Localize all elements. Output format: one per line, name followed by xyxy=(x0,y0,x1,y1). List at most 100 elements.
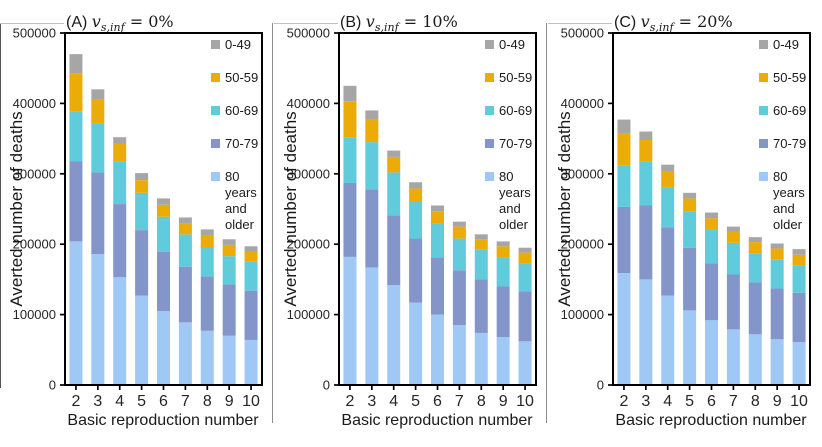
x-tick-label: 10 xyxy=(516,393,534,410)
y-tick-label: 300000 xyxy=(561,166,604,181)
title-part: v xyxy=(640,12,650,31)
bar-segment xyxy=(69,241,83,385)
x-tick-label: 3 xyxy=(641,393,650,410)
bar-segment xyxy=(770,248,784,260)
legend-swatch-icon xyxy=(759,73,768,82)
legend-label: 60-69 xyxy=(499,103,533,118)
legend-label: 50-59 xyxy=(499,70,533,85)
legend-label: 0-49 xyxy=(225,37,252,52)
legend-label: 70-79 xyxy=(499,136,533,151)
plot-area: 0 100000 200000 300000 400000 500000 2 3 4 5 6 7 8 9 1… xyxy=(13,26,263,410)
bar-segment xyxy=(683,310,697,385)
legend-swatch-icon xyxy=(759,139,768,148)
legend-item: 70-79 xyxy=(485,136,548,152)
legend-item: 80 years and older xyxy=(759,169,822,233)
panel-a: (A) vs,inf = 0% Averted number of deaths… xyxy=(0,0,274,447)
title-part: s,inf xyxy=(100,21,125,35)
bar-segment xyxy=(770,288,784,340)
bar-segment xyxy=(91,99,105,124)
bar-segment xyxy=(244,251,258,262)
bar-segment xyxy=(113,277,127,385)
legend-label: 60-69 xyxy=(225,103,259,118)
bar-segment xyxy=(157,311,170,385)
bar-segment xyxy=(222,335,236,385)
legend-swatch-icon xyxy=(485,73,494,82)
bar-segment xyxy=(365,110,379,120)
x-tick-label: 9 xyxy=(773,393,782,410)
bar-segment xyxy=(617,119,631,134)
bar-segment xyxy=(113,161,127,205)
legend-swatch-icon xyxy=(211,172,220,181)
bar-segment xyxy=(135,295,149,385)
bar-segment xyxy=(91,123,105,173)
plot-border xyxy=(64,32,263,386)
x-tick-label: 5 xyxy=(137,393,146,410)
bar-segment xyxy=(683,211,697,248)
bar-segment xyxy=(178,322,192,385)
legend-swatch-icon xyxy=(211,40,220,49)
bar-segment xyxy=(518,263,532,292)
bar-segment xyxy=(387,285,401,385)
bar-segment xyxy=(343,256,357,385)
y-tick-label: 100000 xyxy=(13,307,56,322)
bar-segment xyxy=(244,261,258,291)
legend-item: 50-59 xyxy=(211,70,274,86)
legend-item: 0-49 xyxy=(211,37,274,53)
x-tick-label: 7 xyxy=(181,393,190,410)
bar-segment xyxy=(431,223,444,258)
bar-segment xyxy=(91,254,105,385)
bar-segment xyxy=(518,252,532,264)
title-part: v xyxy=(365,12,375,31)
x-tick-label: 4 xyxy=(115,393,124,410)
bar-segment xyxy=(792,292,806,343)
y-tick-label: 100000 xyxy=(561,307,604,322)
bar-segment xyxy=(683,247,697,311)
bar-segment xyxy=(409,238,423,303)
bar-segment xyxy=(474,249,488,280)
bar-segment xyxy=(617,165,631,207)
panel-divider xyxy=(272,23,273,423)
x-tick-label: 6 xyxy=(707,393,716,410)
legend-item: 80 years and older xyxy=(211,169,274,233)
bar-segment xyxy=(705,218,718,230)
bar-segment xyxy=(431,211,444,224)
bar-segment xyxy=(496,246,510,258)
figure-top-edge xyxy=(548,23,612,24)
bar-segment xyxy=(365,267,379,385)
legend-swatch-icon xyxy=(759,172,768,181)
bar-segment xyxy=(518,291,532,342)
y-tick-label: 0 xyxy=(323,378,330,393)
x-tick-label: 4 xyxy=(663,393,672,410)
panel-title: (C) vs,inf = 20% xyxy=(614,12,733,34)
title-part: s,inf xyxy=(649,21,674,35)
bar-segment xyxy=(157,251,170,312)
legend: 0-49 50-59 60-69 70-79 80 years and older xyxy=(759,37,822,233)
bar-segment xyxy=(748,282,762,335)
x-axis-title: Basic reproduction number xyxy=(615,412,807,429)
bar-segment xyxy=(617,133,631,166)
bar-segment xyxy=(474,234,488,240)
x-tick-label: 5 xyxy=(411,393,420,410)
legend-item: 0-49 xyxy=(759,37,822,53)
bar-segment xyxy=(409,182,423,189)
y-axis-title: Averted number of deaths xyxy=(555,111,574,307)
y-tick-label: 300000 xyxy=(287,166,330,181)
x-tick-label: 5 xyxy=(685,393,694,410)
legend-item: 50-59 xyxy=(485,70,548,86)
legend-label: 50-59 xyxy=(225,70,259,85)
bar-segment xyxy=(452,325,466,385)
bar-segment xyxy=(135,180,149,193)
x-tick-label: 6 xyxy=(433,393,442,410)
bar-segment xyxy=(452,238,466,271)
bar-segment xyxy=(474,279,488,333)
bar-segment xyxy=(792,265,806,293)
bar-segment xyxy=(726,226,740,232)
x-tick-label: 9 xyxy=(225,393,234,410)
x-tick-label: 8 xyxy=(477,393,486,410)
legend-label: 70-79 xyxy=(773,136,807,151)
bar-segment xyxy=(69,73,83,112)
bar-segment xyxy=(387,172,401,216)
plot-border xyxy=(338,32,537,386)
bar-segment xyxy=(705,212,718,219)
bar-segment xyxy=(639,205,653,280)
